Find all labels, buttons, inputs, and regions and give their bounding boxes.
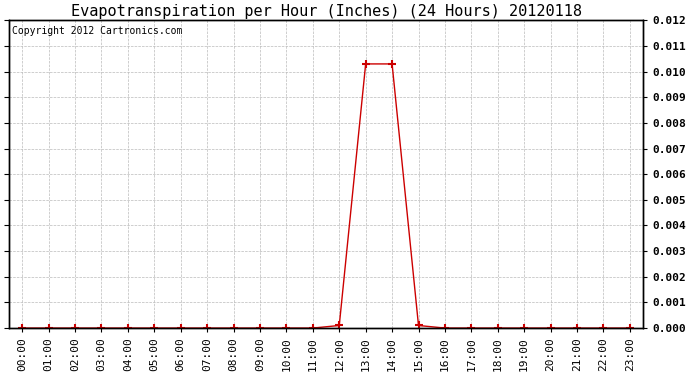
Title: Evapotranspiration per Hour (Inches) (24 Hours) 20120118: Evapotranspiration per Hour (Inches) (24… xyxy=(70,4,582,19)
Text: Copyright 2012 Cartronics.com: Copyright 2012 Cartronics.com xyxy=(12,27,183,36)
